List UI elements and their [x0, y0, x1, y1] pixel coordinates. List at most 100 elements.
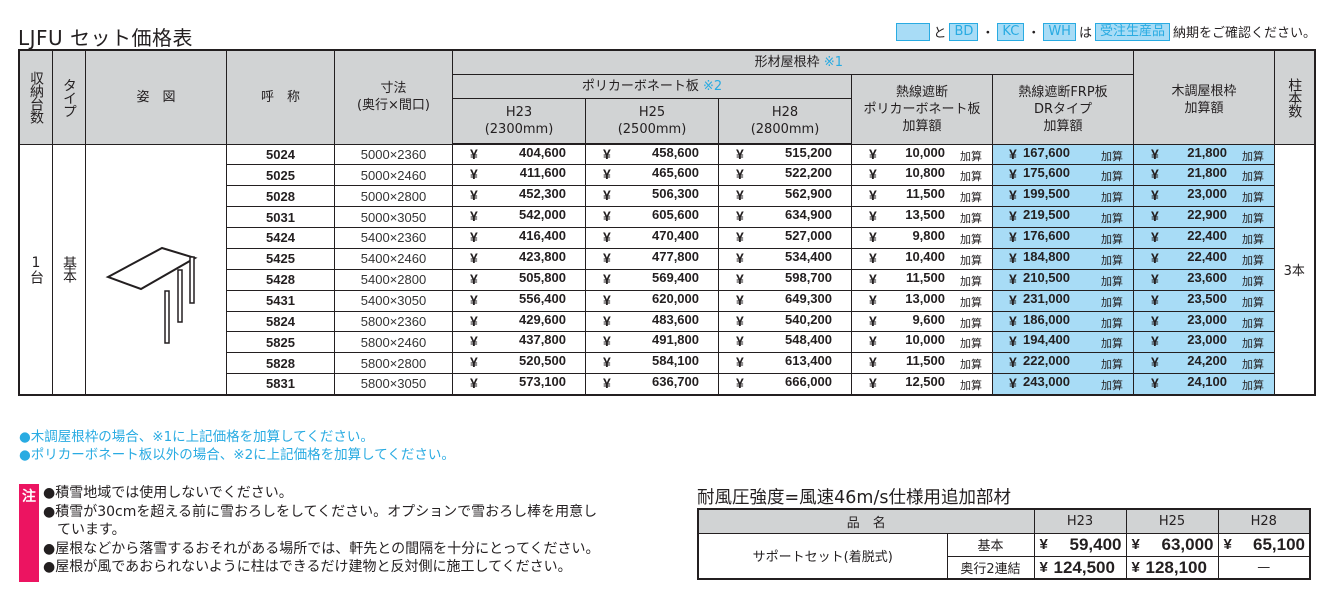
- table-row: 5028 5000×2800 ¥452,300 ¥506,300 ¥562,900 ¥11…: [19, 185, 1315, 208]
- header-posts: 柱本数: [1274, 49, 1315, 145]
- table-row: 5831 5800×3050 ¥573,100 ¥636,700 ¥666,000 ¥12…: [19, 373, 1315, 395]
- wind-table: 品 名 H23 H25 H28 サポートセット(着脱式) 基本 ¥59,400 …: [697, 508, 1311, 580]
- warning-notes: 注 ●積雪地域では使用しないでください。 ●積雪が30cmを超える前に雪おろしを…: [19, 484, 600, 582]
- legend-sep: ・: [981, 26, 995, 41]
- price-table: 収納台数 タイプ 姿 図 呼 称 寸法 (奥行×間口) 形材屋根枠 ※1 木調屋…: [18, 49, 1316, 396]
- warning-item: ●積雪が30cmを超える前に雪おろしをしてください。オプションで雪おろし棒を用意…: [43, 503, 598, 520]
- heat-poly-add: ¥13,000 加算: [851, 289, 993, 312]
- wood-add: ¥23,500 加算: [1133, 289, 1275, 312]
- header-heat-poly: 熱線遮断 ポリカーボネート板 加算額: [851, 73, 993, 145]
- wood-add: ¥23,000 加算: [1133, 331, 1275, 354]
- price-h23: ¥429,600: [452, 310, 586, 333]
- header-h25: H25 (2500mm): [585, 97, 719, 145]
- badge-kc: KC: [997, 22, 1025, 41]
- size: 5000×2460: [334, 164, 453, 187]
- price-h23: ¥505,800: [452, 268, 586, 291]
- size: 5400×2460: [334, 247, 453, 270]
- legend: と BD ・ KC ・ WH は 受注生産品 納期をご確認ください。: [896, 22, 1316, 41]
- model-code: 5025: [226, 164, 335, 187]
- warning-item-cont: ています。: [57, 522, 126, 539]
- heat-poly-add: ¥9,800 加算: [851, 227, 993, 249]
- price-h28: ¥562,900: [718, 185, 852, 208]
- model-code: 5428: [226, 268, 335, 291]
- heat-poly-add: ¥13,500 加算: [851, 206, 993, 228]
- table-row: 5824 5800×2360 ¥429,600 ¥483,600 ¥540,200 ¥9,…: [19, 310, 1315, 333]
- model-code: 5824: [226, 310, 335, 333]
- price-h25: ¥465,600: [585, 164, 719, 187]
- heat-poly-add: ¥10,000 加算: [851, 143, 993, 166]
- heat-poly-add: ¥11,500 加算: [851, 185, 993, 208]
- price-h23: ¥573,100: [452, 373, 586, 395]
- frp-add: ¥175,600 加算: [992, 164, 1134, 187]
- size: 5000×2360: [334, 143, 453, 166]
- price-h28: ¥534,400: [718, 247, 852, 270]
- wind-header-name: 品 名: [697, 508, 1035, 534]
- model-code: 5028: [226, 185, 335, 208]
- note-poly: ●ポリカーボネート板以外の場合、※2に上記価格を加算してください。: [19, 447, 455, 463]
- price-h25: ¥584,100: [585, 352, 719, 375]
- price-h25: ¥620,000: [585, 289, 719, 312]
- wind-item-name: サポートセット(着脱式): [697, 532, 948, 580]
- wood-add: ¥24,200 加算: [1133, 352, 1275, 375]
- price-h25: ¥477,800: [585, 247, 719, 270]
- page-title: LJFU セット価格表: [18, 26, 194, 50]
- header-h28: H28 (2800mm): [718, 97, 852, 145]
- table-row: 1台 基本 5024 5000×2360 ¥404,600 ¥458,600 ¥515,2…: [18, 143, 1315, 395]
- warning-item: ●積雪地域では使用しないでください。: [43, 485, 293, 501]
- price-h28: ¥666,000: [718, 373, 852, 395]
- model-code: 5024: [226, 143, 335, 166]
- wood-add: ¥21,800 加算: [1133, 164, 1275, 187]
- heat-poly-add: ¥11,500 加算: [851, 352, 993, 375]
- price-h25: ¥470,400: [585, 227, 719, 249]
- size: 5400×3050: [334, 289, 453, 312]
- header-h23: H23 (2300mm): [452, 97, 586, 145]
- price-h25: ¥605,600: [585, 206, 719, 228]
- table-row: 5424 5400×2360 ¥416,400 ¥470,400 ¥527,000 ¥9,…: [19, 227, 1315, 249]
- price-h23: ¥542,000: [452, 206, 586, 228]
- price-h28: ¥548,400: [718, 331, 852, 354]
- carport-figure: [85, 143, 227, 395]
- price-h23: ¥556,400: [452, 289, 586, 312]
- table-row: 5031 5000×3050 ¥542,000 ¥605,600 ¥634,900 ¥13…: [19, 206, 1315, 228]
- frp-add: ¥184,800 加算: [992, 247, 1134, 270]
- header-size: 寸法 (奥行×間口): [334, 49, 453, 145]
- frp-add: ¥219,500 加算: [992, 206, 1134, 228]
- warning-item: ●屋根が風であおられないように柱はできるだけ建物と反対側に施工してください。: [43, 559, 572, 576]
- model-code: 5424: [226, 227, 335, 249]
- badge-made-to-order: 受注生産品: [1094, 22, 1170, 41]
- type-cell: 基本: [52, 143, 86, 395]
- heat-poly-add: ¥10,800 加算: [851, 164, 993, 187]
- wind-price-none: —: [1217, 555, 1311, 580]
- legend-and: と: [933, 26, 947, 41]
- price-h28: ¥649,300: [718, 289, 852, 312]
- wood-add: ¥22,900 加算: [1133, 206, 1275, 228]
- price-h28: ¥634,900: [718, 206, 852, 228]
- price-h25: ¥491,800: [585, 331, 719, 354]
- header-model: 呼 称: [226, 49, 335, 145]
- heat-poly-add: ¥9,600 加算: [851, 310, 993, 333]
- wind-header-h28: H28: [1217, 508, 1311, 534]
- frp-add: ¥199,500 加算: [992, 185, 1134, 208]
- header-type: タイプ: [52, 49, 86, 145]
- price-h23: ¥416,400: [452, 227, 586, 249]
- model-code: 5831: [226, 373, 335, 395]
- frp-add: ¥231,000 加算: [992, 289, 1134, 312]
- size: 5000×3050: [334, 206, 453, 228]
- header-poly-group: ポリカーボネート板 ※2: [452, 73, 852, 99]
- frp-add: ¥243,000 加算: [992, 373, 1134, 395]
- header-wood: 木調屋根枠 加算額: [1133, 49, 1275, 145]
- model-code: 5825: [226, 331, 335, 354]
- price-h23: ¥520,500: [452, 352, 586, 375]
- legend-suffix: 納期をご確認ください。: [1172, 26, 1316, 41]
- frp-add: ¥176,600 加算: [992, 227, 1134, 249]
- price-h28: ¥527,000: [718, 227, 852, 249]
- legend-sep: ・: [1027, 26, 1041, 41]
- heat-poly-add: ¥12,500 加算: [851, 373, 993, 395]
- price-h23: ¥404,600: [452, 143, 586, 166]
- posts-cell: 3本: [1274, 143, 1315, 395]
- price-h28: ¥613,400: [718, 352, 852, 375]
- size: 5400×2800: [334, 268, 453, 291]
- table-row: 5431 5400×3050 ¥556,400 ¥620,000 ¥649,300 ¥13…: [19, 289, 1315, 312]
- price-h23: ¥452,300: [452, 185, 586, 208]
- badge-wh: WH: [1043, 22, 1076, 41]
